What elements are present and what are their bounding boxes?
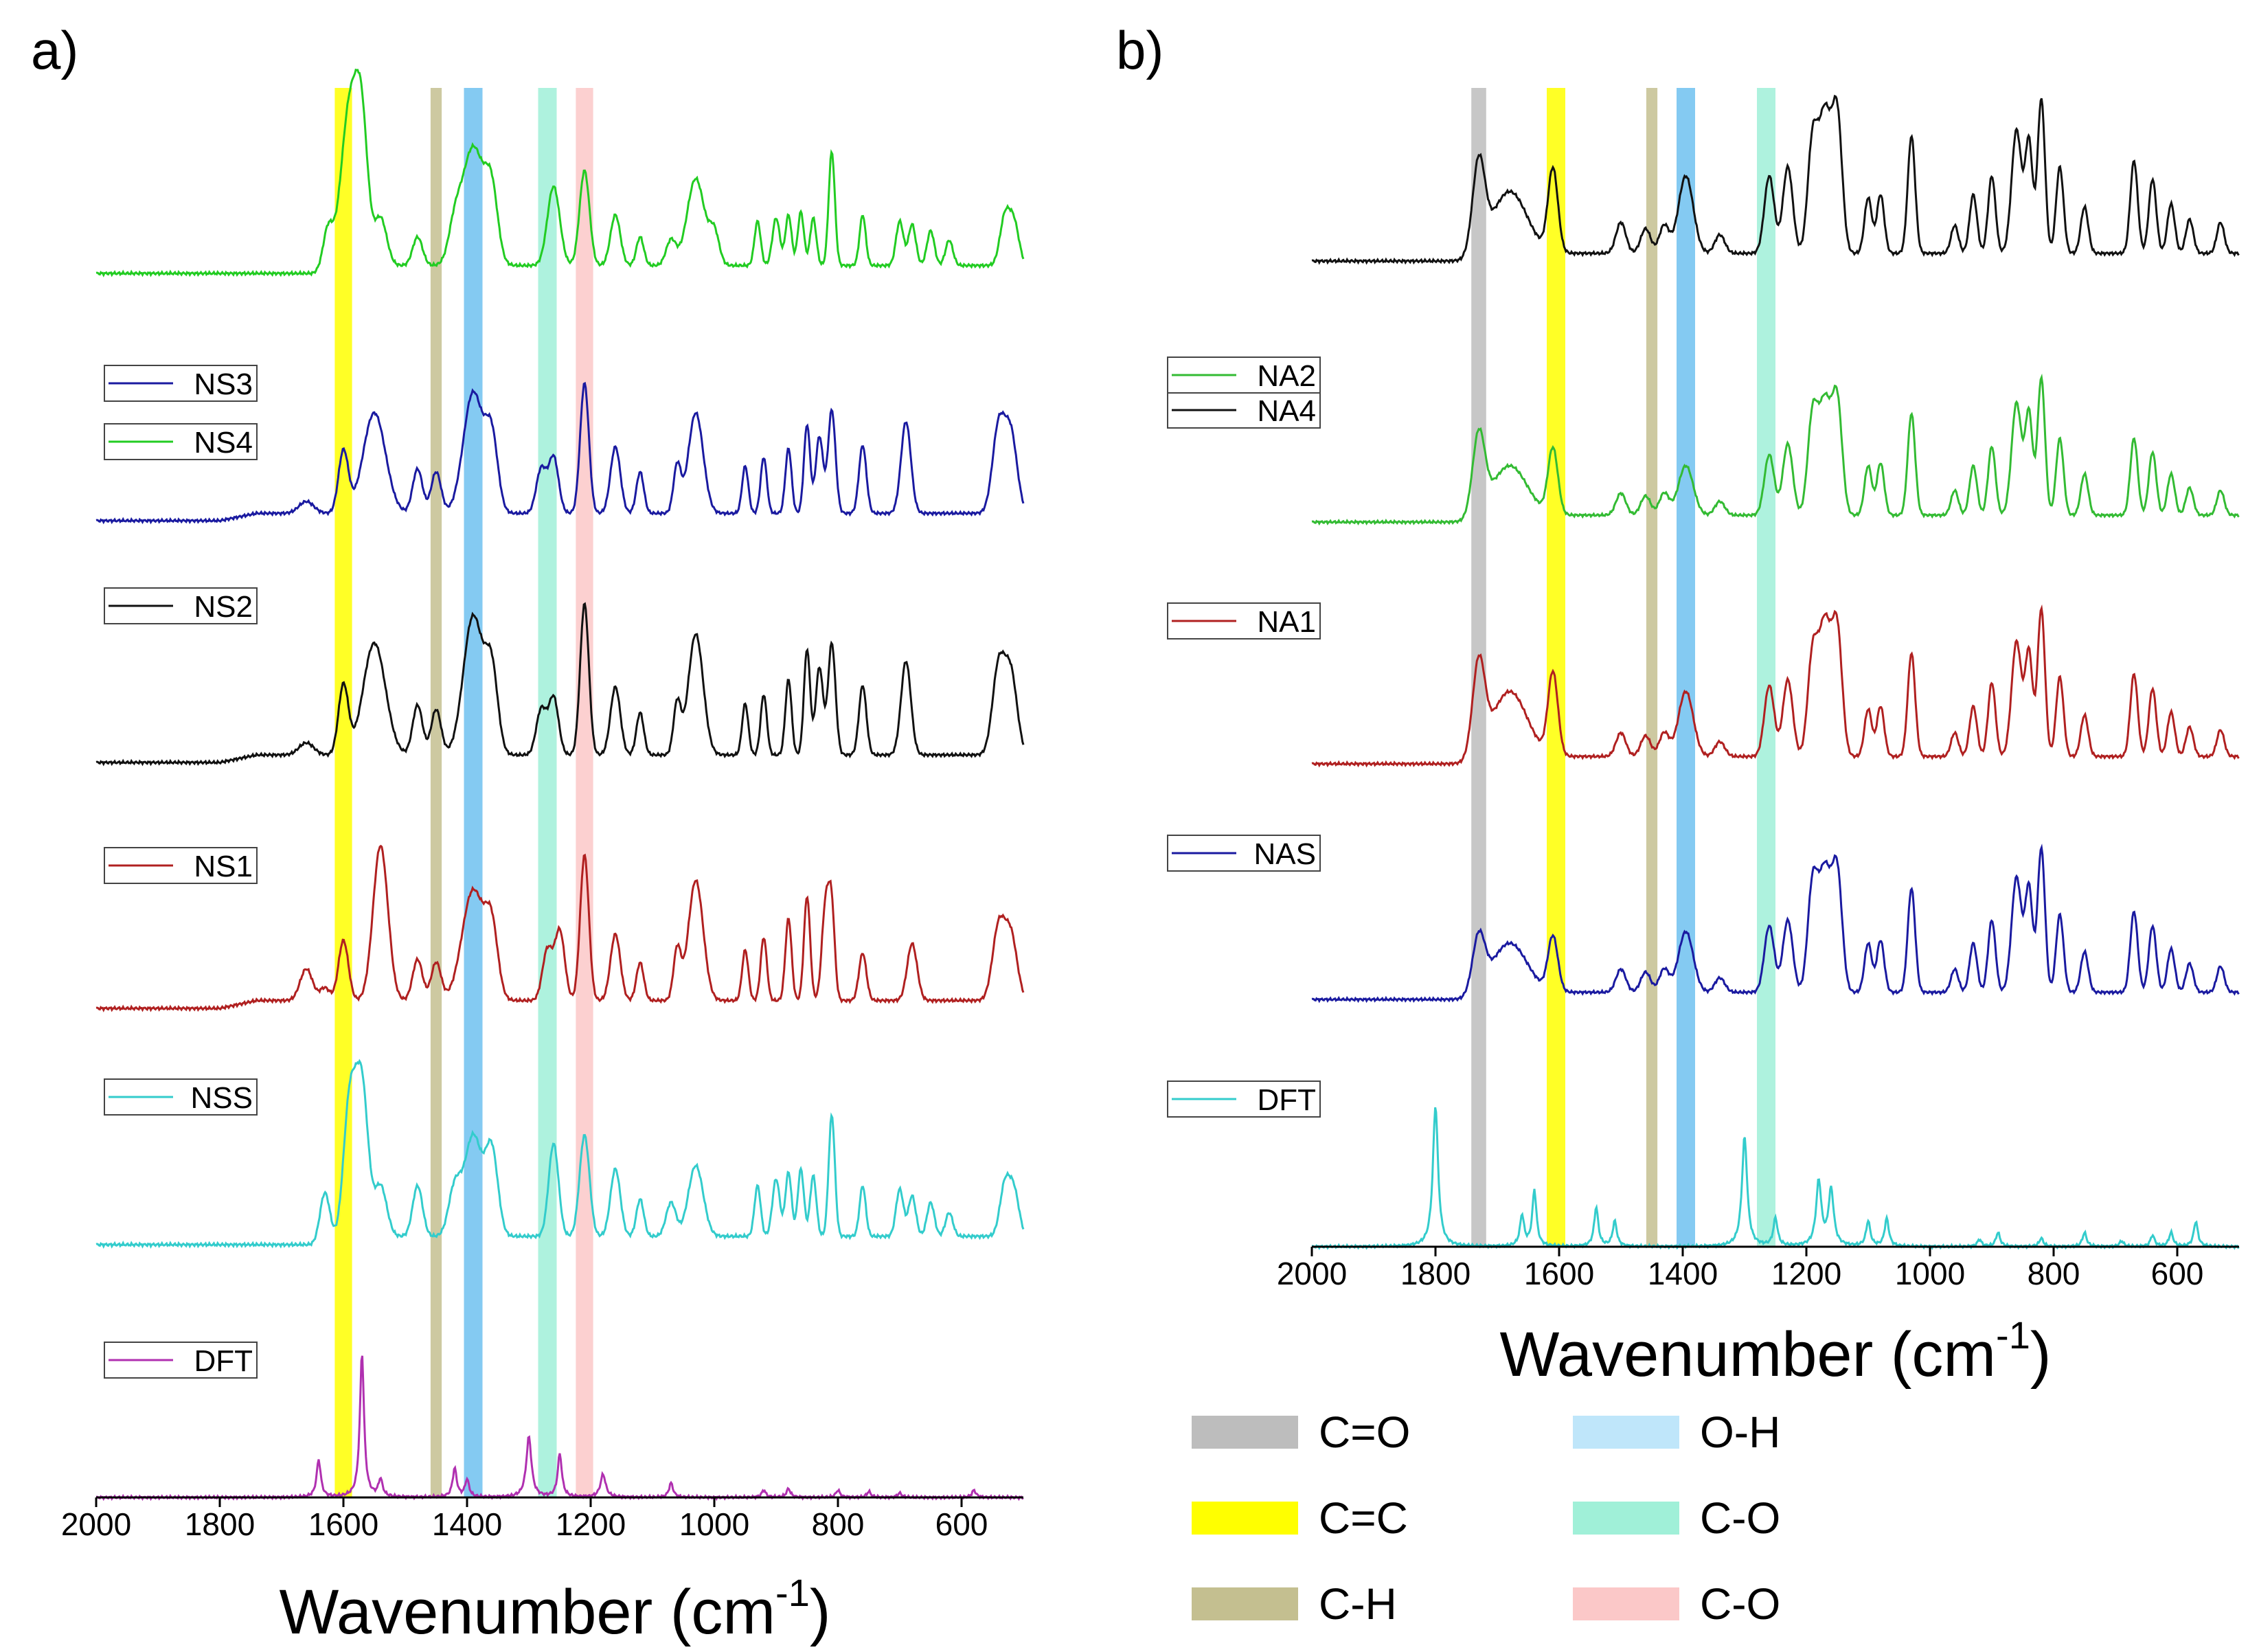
- panel-a-series-ns3: [95, 381, 1025, 525]
- key-item-c-o-5: C-O: [1573, 1579, 1780, 1629]
- panel-a: a) NS4 NS3 NS2 NS1 NSS DFT 2000 1800 1600 1400 12…: [31, 20, 1025, 1647]
- panel-a-legend-ns3: NS3: [104, 365, 258, 402]
- key-swatch: [1192, 1416, 1298, 1449]
- panel-a-legends: NS4 NS3 NS2 NS1 NSS DFT: [104, 365, 258, 1379]
- panel-b-x-axis-title: Wavenumber (cm-1): [1500, 1313, 2052, 1390]
- tick-label-1400: 1400: [432, 1506, 502, 1542]
- key-swatch: [1573, 1502, 1679, 1535]
- tick-label-800: 800: [2028, 1256, 2080, 1291]
- panel-a-legend-dft: DFT: [104, 1342, 258, 1379]
- tick-label-1600: 1600: [1524, 1256, 1594, 1291]
- key-label: O-H: [1700, 1407, 1780, 1457]
- panel-a-series-nss: [95, 1059, 1025, 1249]
- tick-label-2000: 2000: [61, 1506, 131, 1542]
- panel-b-band-c-c-1: [1547, 88, 1565, 1247]
- panel-a-legend-nss: NSS: [104, 1078, 258, 1116]
- panel-b-series-dft: [1311, 1107, 2240, 1250]
- panel-b-bands: [1471, 88, 1775, 1247]
- key-item-c-o-0: C=O: [1192, 1407, 1410, 1457]
- legend-label: NAS: [1254, 837, 1316, 871]
- panel-a-label: a): [31, 20, 78, 80]
- key-label: C-O: [1700, 1579, 1780, 1629]
- tick-label-1200: 1200: [556, 1506, 626, 1542]
- band-color-key: C=O O-H C=C C-O C-H C-O: [1192, 1407, 1780, 1629]
- key-label: C-O: [1700, 1493, 1780, 1543]
- key-swatch: [1192, 1587, 1298, 1620]
- key-label: C=C: [1319, 1493, 1408, 1543]
- panel-b-band-c-o-1-4: [1757, 88, 1775, 1247]
- key-swatch: [1573, 1587, 1679, 1620]
- legend-label: NA1: [1257, 605, 1316, 639]
- panel-a-band-c-o-2-4: [576, 88, 593, 1497]
- legend-label: NS3: [194, 367, 253, 401]
- panel-b-series: [1311, 94, 2240, 1250]
- tick-label-1800: 1800: [1400, 1256, 1471, 1291]
- panel-a-legend-ns2: NS2: [104, 587, 258, 624]
- legend-label: NA4: [1257, 394, 1316, 428]
- key-swatch: [1573, 1416, 1679, 1449]
- key-label: C-H: [1319, 1579, 1397, 1629]
- panel-b-legend-na2: NA2: [1167, 357, 1321, 394]
- panel-a-series-ns1: [95, 844, 1025, 1012]
- key-item-c-c-2: C=C: [1192, 1493, 1408, 1543]
- tick-label-1600: 1600: [308, 1506, 378, 1542]
- panel-a-bands: [334, 88, 593, 1497]
- key-item-o-h-1: O-H: [1573, 1407, 1780, 1457]
- legend-label: NS4: [194, 426, 253, 460]
- legend-label: NA2: [1257, 359, 1316, 393]
- tick-label-1200: 1200: [1771, 1256, 1841, 1291]
- panel-b-band-c-h-2: [1646, 88, 1658, 1247]
- panel-a-band-c-c-0: [334, 88, 352, 1497]
- panel-a-x-axis-title: Wavenumber (cm-1): [280, 1571, 831, 1647]
- legend-label: NSS: [191, 1081, 253, 1115]
- tick-label-800: 800: [812, 1506, 865, 1542]
- panel-a-series-ns2: [95, 602, 1025, 767]
- panel-a-legend-ns1: NS1: [104, 847, 258, 884]
- key-swatch: [1192, 1502, 1298, 1535]
- tick-label-1000: 1000: [1895, 1256, 1965, 1291]
- panel-a-band-o-h-2: [464, 88, 483, 1497]
- panel-b-legend-na1: NA1: [1167, 602, 1321, 640]
- key-label: C=O: [1319, 1407, 1410, 1457]
- panel-a-x-axis: 2000 1800 1600 1400 1200 1000 800 600: [61, 1496, 1023, 1542]
- legend-label: DFT: [194, 1344, 253, 1378]
- tick-label-2000: 2000: [1277, 1256, 1347, 1291]
- panel-b-band-o-h-3: [1677, 88, 1695, 1247]
- tick-label-600: 600: [2151, 1256, 2204, 1291]
- panel-b-series-na1: [1311, 604, 2240, 768]
- legend-label: NS2: [194, 590, 253, 624]
- tick-label-1400: 1400: [1648, 1256, 1718, 1291]
- panel-b-legend-nas: NAS: [1167, 835, 1321, 872]
- panel-a-band-c-h-1: [430, 88, 442, 1497]
- tick-label-600: 600: [935, 1506, 988, 1542]
- panel-a-band-c-o-1-3: [538, 88, 557, 1497]
- key-item-c-o-3: C-O: [1573, 1493, 1780, 1543]
- tick-label-1800: 1800: [185, 1506, 255, 1542]
- tick-label-1000: 1000: [679, 1506, 749, 1542]
- panel-a-series-ns4: [95, 68, 1025, 278]
- panel-b-series-na2: [1311, 373, 2240, 526]
- panel-b-series-nas: [1311, 844, 2240, 1004]
- panel-a-series: [95, 68, 1025, 1502]
- panel-a-legend-ns4: NS4: [104, 423, 258, 460]
- panel-b-x-axis: 2000 1800 1600 1400 1200 1000 800 600: [1277, 1245, 2239, 1291]
- panel-b-band-c-o-0: [1471, 88, 1486, 1247]
- legend-label: NS1: [194, 850, 253, 883]
- panel-b-legend-dft: DFT: [1167, 1080, 1321, 1118]
- legend-label: DFT: [1257, 1083, 1316, 1117]
- panel-b-label: b): [1116, 20, 1163, 80]
- panel-b-legend-na4: NA4: [1167, 392, 1321, 429]
- key-item-c-h-4: C-H: [1192, 1579, 1397, 1629]
- panel-b-series-na4: [1311, 94, 2240, 265]
